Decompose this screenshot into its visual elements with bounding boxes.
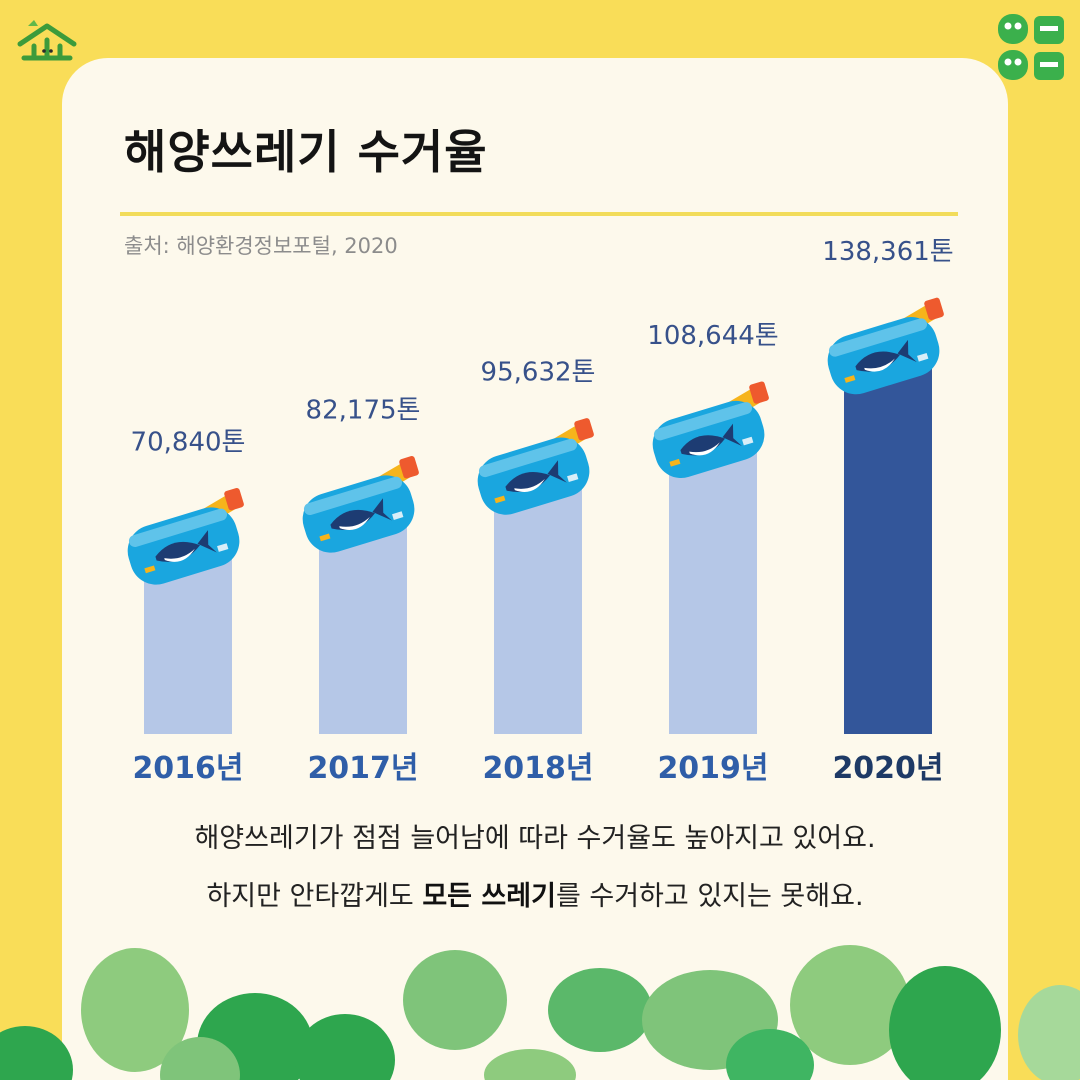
bottle-illustration-icon (827, 297, 944, 395)
value-label: 82,175톤 (306, 395, 421, 425)
bottle-illustration-icon (477, 418, 594, 515)
caption-line-2: 하지만 안타깝게도 모든 쓰레기를 수거하고 있지는 못해요. (62, 874, 1008, 913)
content-card: 해양쓰레기 수거율 출처: 해양환경정보포털, 2020 70,840톤 2016… (62, 58, 1008, 1080)
caption-line-2-emphasis: 모든 쓰레기 (422, 881, 556, 912)
x-tick-label: 2019년 (657, 751, 768, 786)
bush-group-front (0, 1014, 814, 1080)
bottle-illustration-icon (127, 488, 244, 585)
caption-line-1: 해양쓰레기가 점점 늘어남에 따라 수거율도 높아지고 있어요. (194, 823, 876, 854)
x-tick-label: 2018년 (482, 751, 593, 786)
x-tick-label: 2020년 (832, 751, 943, 786)
x-tick-label: 2016년 (132, 751, 243, 786)
value-label: 70,840톤 (131, 427, 246, 457)
value-label: 108,644톤 (647, 321, 778, 351)
source-note: 출처: 해양환경정보포털, 2020 (124, 234, 398, 258)
bottle-illustration-icon (652, 381, 769, 479)
x-tick-label: 2017년 (307, 751, 418, 786)
caption-line-2-start: 하지만 안타깝게도 (206, 881, 423, 912)
title-divider (120, 212, 958, 216)
bar-2020년 (844, 344, 932, 734)
bar-2019년 (669, 427, 757, 734)
bar-chart: 70,840톤 2016년 82,175톤 2017년 95,632톤 2018년 108,… (127, 237, 954, 786)
eco-face-logo (996, 12, 1068, 86)
bottle-illustration-icon (302, 456, 419, 553)
value-label: 95,632톤 (481, 357, 596, 387)
value-label: 138,361톤 (822, 237, 953, 267)
caption-line-2-end: 를 수거하고 있지는 못해요. (555, 881, 864, 912)
brand-logo (14, 18, 80, 76)
page-title: 해양쓰레기 수거율 (124, 125, 488, 179)
